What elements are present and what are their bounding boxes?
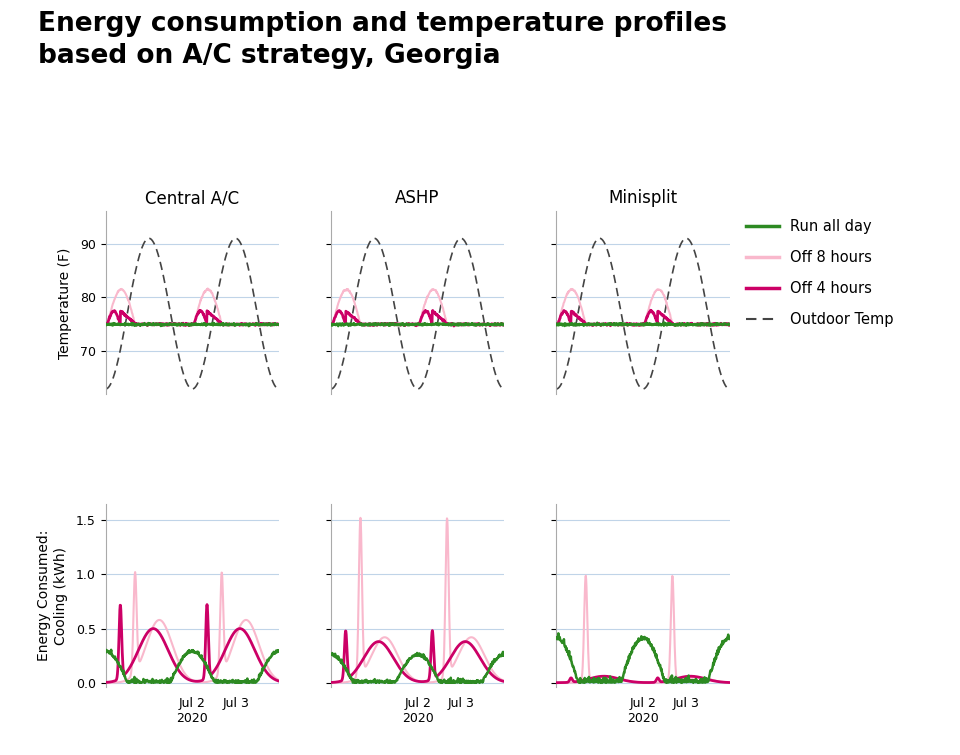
Legend: Run all day, Off 8 hours, Off 4 hours, Outdoor Temp: Run all day, Off 8 hours, Off 4 hours, O… (747, 219, 894, 327)
Y-axis label: Energy Consumed:
Cooling (kWh): Energy Consumed: Cooling (kWh) (37, 530, 67, 661)
Title: Central A/C: Central A/C (145, 189, 239, 207)
Title: ASHP: ASHP (396, 189, 440, 207)
Title: Minisplit: Minisplit (609, 189, 678, 207)
Text: Energy consumption and temperature profiles
based on A/C strategy, Georgia: Energy consumption and temperature profi… (38, 11, 728, 69)
Y-axis label: Temperature (F): Temperature (F) (58, 247, 72, 359)
